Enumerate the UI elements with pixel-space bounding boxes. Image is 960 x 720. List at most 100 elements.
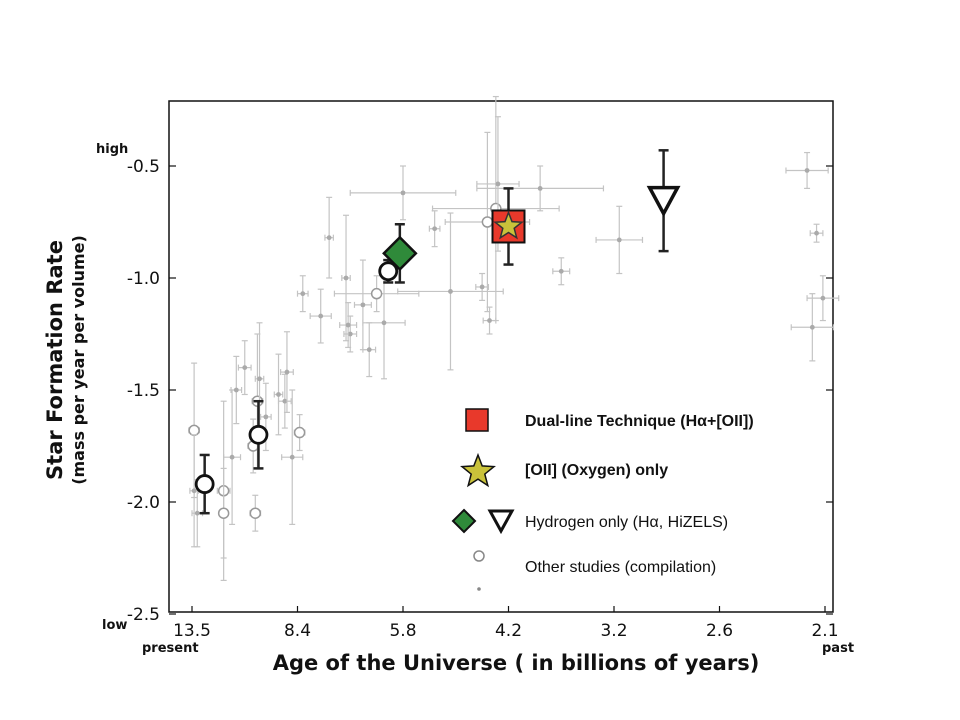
open-circle-marker	[188, 424, 200, 437]
dot-marker	[276, 392, 281, 397]
dot-marker	[814, 230, 819, 236]
dot-marker	[432, 226, 438, 232]
legend-marker-red-square	[465, 408, 489, 432]
x-tick-label: 2.6	[706, 621, 733, 641]
open-circle-marker	[370, 287, 383, 300]
dot-marker	[289, 454, 295, 460]
legend-marker-small-dot	[477, 587, 481, 591]
dot-marker	[495, 181, 501, 187]
open-circle-marker	[481, 216, 494, 228]
other-studies-layer	[188, 95, 840, 582]
hydrogen-triangle-point	[646, 149, 681, 253]
y-axis-label: Star Formation Rate	[43, 240, 67, 480]
other-study-point	[296, 275, 309, 313]
y-tick-label: -2.5	[127, 605, 160, 625]
other-study-point	[476, 165, 605, 212]
x-tick-label: 5.8	[389, 621, 416, 641]
dual-line-point	[491, 187, 526, 266]
dot-marker	[257, 376, 262, 382]
dot-marker	[479, 284, 485, 290]
corner-label-present: present	[142, 641, 199, 656]
other-study-point	[397, 212, 504, 371]
dot-marker	[191, 488, 197, 494]
dot-marker	[326, 235, 332, 241]
hizels-circle-marker	[378, 261, 399, 282]
corner-label-low: low	[102, 618, 127, 633]
dot-marker	[233, 387, 239, 393]
legend-label-hydrogen: Hydrogen only (Hα, HiZELS)	[525, 514, 728, 531]
x-tick-label: 8.4	[284, 621, 311, 641]
legend-label-oii: [OII] (Oxygen) only	[525, 462, 668, 479]
dot-marker	[194, 510, 200, 516]
dot-marker	[804, 168, 810, 173]
dot-marker	[242, 365, 248, 370]
x-tick-label: 13.5	[173, 621, 211, 641]
dot-marker	[360, 302, 366, 308]
hizels-circle-point	[378, 258, 399, 284]
other-study-point	[324, 196, 334, 279]
open-circle-marker	[249, 507, 262, 519]
legend-marker-green-diamond	[451, 508, 477, 534]
dot-marker	[487, 318, 492, 323]
y-axis-sublabel: (mass per year per volume)	[69, 235, 88, 485]
open-triangle-marker	[646, 185, 681, 218]
legend-label-dual-line: Dual-line Technique (Hα+[OII])	[525, 413, 754, 430]
other-study-point	[341, 214, 351, 342]
dot-marker	[616, 237, 622, 243]
other-study-point	[349, 165, 457, 221]
yellow-star-marker	[493, 210, 524, 240]
other-study-point	[444, 131, 531, 313]
corner-label-past: past	[822, 641, 854, 656]
y-tick-label: -2.0	[127, 493, 160, 513]
legend-marker-open-triangle	[487, 509, 515, 535]
legend: Dual-line Technique (Hα+[OII]) [OII] (Ox…	[451, 408, 754, 591]
x-tick-label: 3.2	[600, 621, 627, 641]
x-tick-label: 2.1	[811, 621, 838, 641]
other-study-point	[595, 205, 644, 275]
axis-layer: 13.5 8.4 5.8 4.2 3.2 2.6 2.1 -0.5 -1.0 -1.5 -2.0 -2…	[127, 157, 839, 641]
other-study-point	[333, 275, 420, 313]
hizels-circle-marker	[248, 424, 269, 445]
other-study-point	[249, 494, 262, 532]
legend-label-other: Other studies (compilation)	[525, 559, 716, 576]
x-axis-label: Age of the Universe ( in billions of yea…	[273, 651, 760, 675]
hizels-circle-marker	[194, 474, 215, 494]
other-study-point	[552, 257, 571, 286]
other-study-point	[785, 151, 829, 189]
dot-marker	[400, 190, 406, 196]
other-study-point	[809, 223, 824, 243]
dot-marker	[809, 324, 815, 330]
x-tick-label: 4.2	[495, 621, 522, 641]
main-results-layer	[194, 149, 681, 515]
other-study-point	[293, 414, 306, 452]
dot-marker	[263, 414, 269, 420]
other-study-point	[281, 389, 304, 526]
dot-marker	[820, 295, 826, 301]
other-study-point	[475, 272, 490, 301]
green-diamond-marker	[382, 235, 418, 272]
dot-marker	[300, 291, 306, 297]
open-circle-marker	[293, 426, 306, 439]
dot-marker	[345, 322, 351, 328]
other-study-point	[277, 373, 292, 429]
hizels-circle-point	[194, 453, 215, 515]
corner-label-high: high	[96, 142, 128, 157]
y-tick-label: -1.0	[127, 269, 160, 289]
dot-marker	[381, 320, 387, 326]
dot-marker	[343, 275, 349, 281]
y-tick-label: -1.5	[127, 381, 160, 401]
other-study-point	[237, 340, 252, 396]
other-study-point	[339, 302, 358, 349]
hizels-circle-point	[248, 399, 269, 470]
other-study-point	[280, 331, 294, 413]
other-study-point	[428, 210, 441, 248]
other-study-point	[217, 467, 230, 559]
legend-marker-yellow-star	[460, 452, 496, 488]
other-study-point	[806, 275, 840, 322]
y-tick-label: -0.5	[127, 157, 160, 177]
legend-marker-open-circle	[473, 550, 485, 562]
dot-marker	[347, 331, 353, 337]
dot-marker	[229, 454, 235, 460]
plot-frame	[168, 100, 834, 613]
